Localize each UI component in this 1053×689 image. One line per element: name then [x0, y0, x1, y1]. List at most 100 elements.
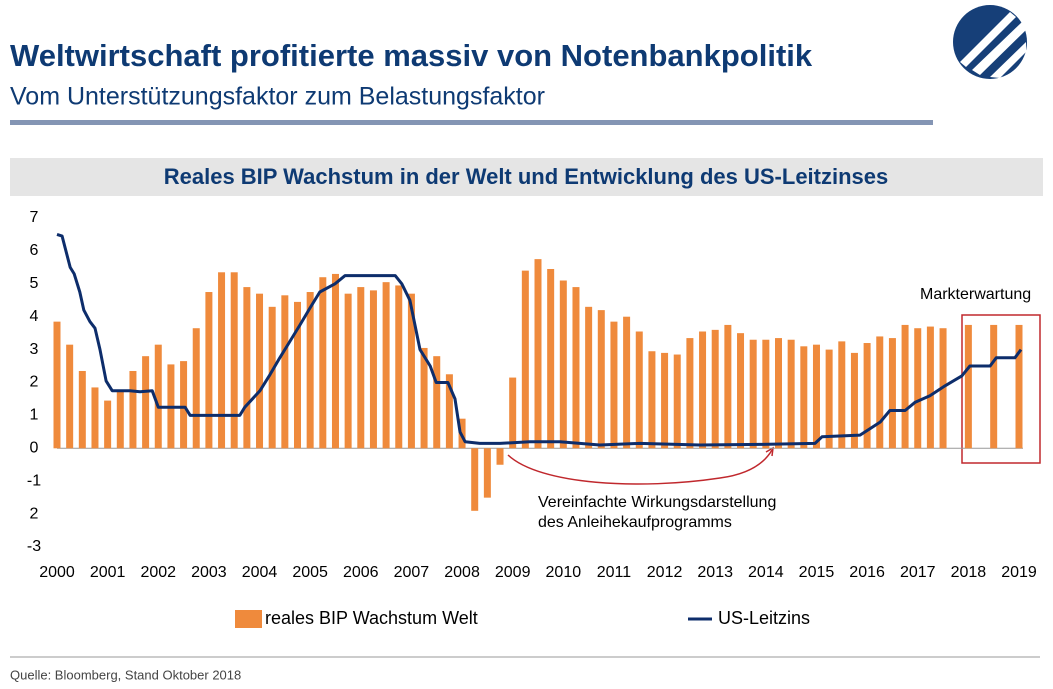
x-tick-label: 2007: [394, 564, 430, 581]
bar: [914, 328, 922, 449]
x-tick-label: 2018: [951, 564, 987, 581]
bar: [964, 324, 972, 449]
bar: [572, 287, 580, 449]
bar: [395, 285, 403, 449]
bar: [699, 331, 707, 449]
bar: [104, 400, 112, 449]
bar: [876, 336, 884, 449]
bar: [547, 268, 555, 449]
logo: [953, 5, 1027, 79]
x-tick-label: 2002: [140, 564, 176, 581]
bar: [407, 293, 415, 449]
bar: [901, 324, 909, 449]
bar: [129, 370, 137, 449]
y-tick-label: 2: [30, 374, 39, 391]
bar: [306, 292, 314, 449]
bar: [369, 290, 377, 449]
bar: [78, 370, 86, 449]
forecast-box: [961, 314, 1041, 464]
y-tick-label: 1: [30, 407, 39, 424]
x-tick-label: 2015: [799, 564, 835, 581]
line: [56, 232, 1023, 447]
bar: [838, 341, 846, 449]
bar: [762, 339, 770, 449]
annotation: Vereinfachte Wirkungsdarstellung: [538, 494, 776, 511]
x-tick-label: 2009: [495, 564, 531, 581]
bar: [116, 390, 124, 449]
x-tick-label: 2012: [647, 564, 683, 581]
bar: [53, 321, 61, 449]
bar: [635, 331, 643, 449]
x-tick-label: 2008: [444, 564, 480, 581]
bar: [737, 333, 745, 449]
bar: [256, 293, 264, 449]
bar: [445, 374, 453, 449]
bar: [420, 347, 428, 449]
annotation: des Anleihekaufprogramms: [538, 514, 732, 531]
bar: [686, 338, 694, 449]
bar: [825, 349, 833, 449]
legend-label: US-Leitzins: [718, 608, 810, 628]
source: Quelle: Bloomberg, Stand Oktober 2018: [10, 667, 241, 682]
y-tick-label: -3: [27, 538, 41, 555]
x-tick-label: 2004: [242, 564, 278, 581]
chart-header: [10, 158, 1043, 196]
bar: [281, 295, 289, 449]
page-subtitle: Vom Unterstützungsfaktor zum Belastungsf…: [10, 83, 545, 111]
x-tick-label: 2013: [697, 564, 733, 581]
y-tick-label: -1: [27, 472, 41, 489]
bar: [648, 351, 656, 449]
bar: [926, 326, 934, 449]
y-tick-label: 4: [30, 308, 39, 325]
x-tick-label: 2011: [597, 564, 632, 581]
annotation: Markterwartung: [920, 286, 1031, 303]
x-tick-label: 2006: [343, 564, 379, 581]
bar: [382, 282, 390, 449]
bar: [534, 259, 542, 449]
bar: [180, 361, 188, 449]
x-tick-label: 2010: [546, 564, 582, 581]
bar: [142, 356, 150, 449]
bar: [850, 352, 858, 449]
bar: [230, 272, 238, 449]
chart-title: Reales BIP Wachstum in der Welt und Entw…: [164, 164, 889, 189]
bar: [294, 301, 301, 449]
bar: [863, 343, 871, 449]
bar: [319, 277, 327, 449]
y-tick-label: 0: [30, 440, 39, 457]
bar: [623, 316, 631, 449]
x-tick-label: 2005: [292, 564, 328, 581]
bar: [990, 324, 998, 449]
bar: [673, 354, 681, 449]
bar: [597, 310, 605, 449]
bar: [218, 272, 226, 449]
bar: [268, 306, 276, 449]
x-tick-label: 2001: [90, 564, 126, 581]
bar: [711, 329, 719, 449]
bar: [749, 339, 757, 449]
bar: [585, 306, 593, 449]
bar: [66, 344, 74, 449]
bar: [91, 387, 99, 449]
bar: [1015, 324, 1023, 449]
bar: [205, 292, 213, 449]
bar: [800, 346, 808, 449]
bar: [775, 338, 782, 449]
bar: [483, 448, 491, 498]
bar: [661, 352, 669, 449]
x-tick-label: 2014: [748, 564, 784, 581]
legend-swatch: [235, 610, 262, 628]
y-tick-label: 3: [30, 341, 39, 358]
title-rule: [10, 120, 933, 125]
bar: [888, 338, 896, 449]
x-tick-label: 2017: [900, 564, 936, 581]
bar: [724, 324, 732, 449]
x-tick-label: 2003: [191, 564, 227, 581]
legend-label: reales BIP Wachstum Welt: [265, 608, 478, 628]
bar: [154, 344, 162, 449]
bar: [344, 293, 352, 449]
bar: [787, 339, 795, 449]
bar: [471, 448, 479, 511]
bar: [509, 377, 517, 449]
